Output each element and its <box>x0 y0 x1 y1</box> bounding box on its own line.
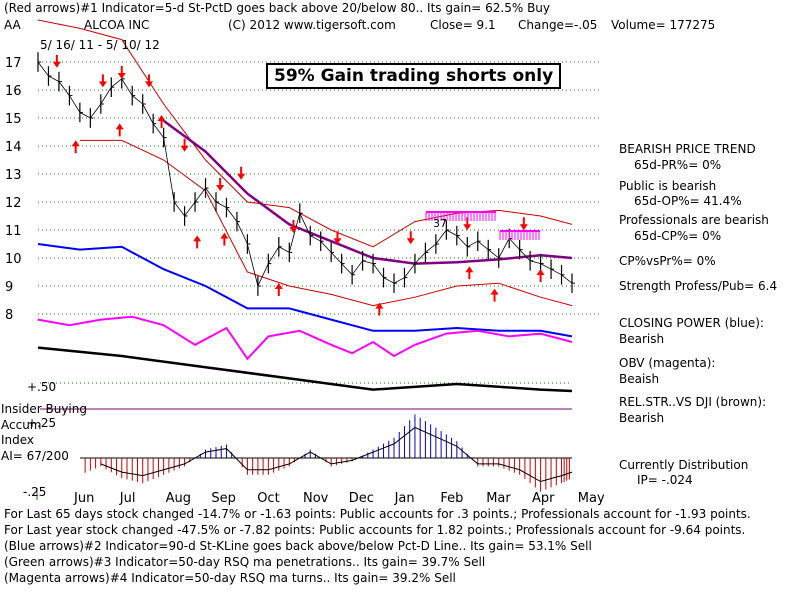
public-title: Public is bearish <box>619 179 717 193</box>
x-tick-label: Feb <box>440 491 463 506</box>
indicator-lines <box>37 19 573 393</box>
price-line <box>37 61 573 288</box>
sell-arrow-head <box>463 224 472 231</box>
x-tick-label: Jan <box>394 491 415 506</box>
indicator-1-text: (Red arrows)#1 Indicator=5-d St-PctD goe… <box>4 1 551 15</box>
footer-line-3: (Blue arrows)#2 Indicator=90-d St-KLine … <box>4 539 592 553</box>
x-tick-label: Jun <box>73 491 94 506</box>
date-range: 5/ 16/ 11 - 5/ 10/ 12 <box>40 38 160 52</box>
x-tick-label: Aug <box>166 491 191 506</box>
y-tick-label: 9 <box>5 280 13 295</box>
buy-arrow-head <box>193 235 202 242</box>
accum-ma-line <box>100 426 573 483</box>
footer-line-4: (Green arrows)#3 Indicator=50-day RSQ ma… <box>4 555 486 569</box>
footer-line-5: (Magenta arrows)#4 Indicator=50-day RSQ … <box>4 571 456 585</box>
buy-arrow-head <box>157 115 166 121</box>
lower-band-line <box>79 139 573 307</box>
obv-value: Beaish <box>619 372 660 386</box>
x-tick-label: Nov <box>303 491 329 506</box>
closing-power-label: CLOSING POWER (blue): <box>619 316 764 330</box>
closing-power-line <box>37 243 573 338</box>
label-minus25: -.25 <box>23 485 47 499</box>
sell-arrow-head <box>406 238 415 245</box>
pros-title: Professionals are bearish <box>619 213 769 227</box>
relstr-label: REL.STR..VS DJI (brown): <box>619 395 767 409</box>
obv-label: OBV (magenta): <box>619 356 716 370</box>
buy-arrow-head <box>220 232 229 239</box>
y-tick-label: 17 <box>5 56 22 71</box>
relstr-value: Bearish <box>619 411 665 425</box>
y-tick-label: 16 <box>5 84 22 99</box>
accum-label: Accum <box>1 418 42 432</box>
y-tick-label: 13 <box>5 168 22 183</box>
company-name: ALCOA INC <box>84 18 150 32</box>
insider-buying-label: Insider Buying <box>1 402 87 416</box>
copyright: (C) 2012 www.tigersoft.com <box>228 18 396 32</box>
signal-arrows <box>52 54 545 316</box>
cpvspr-value: CP%vsPr%= 0% <box>619 254 716 268</box>
sell-arrow-head <box>117 73 126 79</box>
x-tick-label: Sep <box>211 491 236 506</box>
y-tick-label: 11 <box>5 224 22 239</box>
label-plus50: +.50 <box>27 380 57 394</box>
label-37: 37 <box>433 217 447 230</box>
headline-box: 59% Gain trading shorts only <box>266 63 562 89</box>
index-label: Index <box>1 433 35 447</box>
sell-arrow-head <box>216 185 225 191</box>
closing-power-value: Bearish <box>619 332 665 346</box>
buy-arrow-head <box>490 288 499 295</box>
buy-arrow-head <box>465 266 474 273</box>
obv-line <box>37 315 573 361</box>
y-tick-label: 12 <box>5 196 22 211</box>
volume-value: Volume= 177275 <box>611 18 716 32</box>
change-value: Change=-.05 <box>518 18 598 32</box>
upper-band-line <box>37 19 573 248</box>
sell-arrow-head <box>289 227 298 233</box>
strength-value: Strength Profess/Pub= 6.4 <box>619 279 778 293</box>
x-tick-label: Apr <box>532 491 555 506</box>
accum-index-bars <box>84 414 573 492</box>
y-tick-label: 10 <box>5 252 22 267</box>
buy-arrow-head <box>274 283 283 289</box>
label-plus25: +.25 <box>27 416 57 430</box>
x-tick-label: Mar <box>486 491 511 506</box>
sell-arrow-head <box>180 145 189 152</box>
buy-arrow-head <box>375 302 384 309</box>
cp-value: 65d-CP%= 0% <box>634 229 722 243</box>
x-tick-label: May <box>578 491 605 506</box>
sell-arrow-head <box>98 81 107 88</box>
x-tick-label: Dec <box>349 491 374 506</box>
close-price: Close= 9.1 <box>430 18 496 32</box>
distribution-label: Currently Distribution <box>619 458 749 472</box>
sell-arrow-head <box>144 81 153 88</box>
ai-value: AI= 67/200 <box>1 449 69 463</box>
buy-arrow-head <box>115 123 124 130</box>
rel-strength-line <box>37 346 573 393</box>
buy-arrow-head <box>536 269 545 275</box>
footer-line-2: For Last year stock changed -47.5% or -7… <box>4 523 746 537</box>
x-tick-label: Oct <box>257 491 279 506</box>
op-value: 65d-OP%= 41.4% <box>634 194 742 208</box>
buy-arrow-head <box>71 140 80 147</box>
y-tick-label: 14 <box>5 140 22 155</box>
sell-arrow-head <box>333 238 342 245</box>
y-tick-label: 8 <box>5 308 13 323</box>
ip-value: IP= -.024 <box>637 473 693 487</box>
axis-labels: 17 16 15 14 13 12 11 10 9 8 Jun Jul Aug Sep Oct Nov Dec J… <box>5 56 605 506</box>
footer-line-1: For Last 65 days stock changed -14.7% or… <box>4 507 751 521</box>
pr-value: 65d-PR%= 0% <box>634 158 722 172</box>
sell-arrow-head <box>52 61 61 68</box>
x-tick-label: Jul <box>119 491 136 506</box>
price-bars <box>37 52 575 296</box>
y-tick-label: 15 <box>5 112 22 127</box>
sell-arrow-head <box>519 224 528 231</box>
ticker: AA <box>4 18 21 32</box>
sell-arrow-head <box>237 173 246 180</box>
trend-title: BEARISH PRICE TREND <box>619 142 756 156</box>
